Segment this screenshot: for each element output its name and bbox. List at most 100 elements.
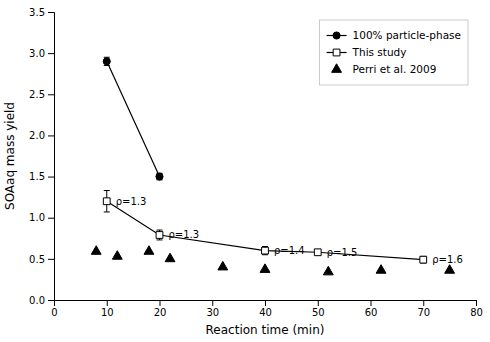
legend-item: This study <box>327 46 407 58</box>
point <box>323 266 333 275</box>
annotations: ρ=1.3 ρ=1.3 ρ=1.4 ρ=1.5 ρ=1.6 <box>116 196 463 265</box>
legend: 100% particle-phase This study Perri et al… <box>320 20 468 85</box>
tick-mark <box>265 300 266 306</box>
tick: 1.0 <box>29 212 54 223</box>
series <box>103 191 426 264</box>
point <box>260 264 270 273</box>
x-axis-title: Reaction time (min) <box>206 323 325 337</box>
error-bar <box>104 191 110 212</box>
tick: 10 <box>101 300 114 318</box>
tick-mark <box>48 259 54 260</box>
tick-mark <box>423 300 424 306</box>
error-bar <box>315 250 321 255</box>
tick: 3.0 <box>29 48 54 59</box>
axis-line <box>48 13 55 301</box>
tick-label: 0.5 <box>29 254 45 265</box>
point <box>112 251 122 260</box>
tick: 1.5 <box>29 171 54 182</box>
tick-mark <box>48 12 54 13</box>
tick-label: 60 <box>365 307 378 318</box>
tick-label: 30 <box>206 307 219 318</box>
point <box>262 247 269 254</box>
point <box>156 232 163 239</box>
error-bar <box>262 247 268 255</box>
tick-mark <box>48 177 54 178</box>
tick: 30 <box>206 300 219 318</box>
tick: 0 <box>51 300 57 318</box>
tick: 0.5 <box>29 254 54 265</box>
legend-label: Perri et al. 2009 <box>353 63 437 75</box>
legend-frame <box>320 20 468 85</box>
point <box>103 58 110 65</box>
tick-label: 3.0 <box>29 48 45 59</box>
tick-label: 40 <box>259 307 272 318</box>
error-bar <box>420 256 426 263</box>
legend-item: Perri et al. 2009 <box>332 63 437 75</box>
legend-label: This study <box>352 46 407 58</box>
line <box>107 61 160 176</box>
point <box>103 198 110 205</box>
point <box>165 253 175 262</box>
tick-label: 2.5 <box>29 89 45 100</box>
tick-label: 20 <box>154 307 167 318</box>
tick-mark <box>48 135 54 136</box>
annotation: ρ=1.3 <box>116 196 147 207</box>
annotation: ρ=1.4 <box>274 245 305 256</box>
legend-item: 100% particle-phase <box>327 29 461 41</box>
point <box>156 173 163 180</box>
tick-mark <box>318 300 319 306</box>
tick-mark <box>476 300 477 306</box>
tick-label: 80 <box>470 307 483 318</box>
tick-label: 0 <box>51 307 57 318</box>
line <box>107 201 424 259</box>
tick-mark <box>48 300 54 301</box>
tick-mark <box>48 218 54 219</box>
tick-label: 1.0 <box>29 212 45 223</box>
tick: 2.5 <box>29 89 54 100</box>
tick-label: 70 <box>417 307 430 318</box>
tick: 0.0 <box>29 295 54 306</box>
annotation: ρ=1.5 <box>327 247 358 258</box>
point <box>376 265 386 274</box>
tick-label: 0.0 <box>29 295 45 306</box>
tick-mark <box>48 53 54 54</box>
error-bar <box>157 230 163 240</box>
tick-mark <box>107 300 108 306</box>
error-bar <box>104 57 110 65</box>
y-axis-title: SOAaq mass yield <box>3 102 17 210</box>
legend-symbol <box>333 49 340 56</box>
tick: 2.0 <box>29 130 54 141</box>
tick: 40 <box>259 300 272 318</box>
tick-label: 50 <box>312 307 325 318</box>
legend-symbol <box>333 32 340 39</box>
series <box>103 57 163 180</box>
annotation: ρ=1.3 <box>169 229 200 240</box>
marks <box>91 57 454 275</box>
plot: 0 10 20 30 40 50 60 70 80 0.0 0.5 1.0 1.5 2.0 2.5 3.0 3.… <box>29 7 483 318</box>
tick-mark <box>371 300 372 306</box>
point <box>218 261 228 270</box>
tick-mark <box>48 94 54 95</box>
tick: 20 <box>154 300 167 318</box>
point <box>91 246 101 255</box>
series <box>91 246 454 275</box>
annotation: ρ=1.6 <box>432 254 463 265</box>
tick: 70 <box>417 300 430 318</box>
tick-label: 3.5 <box>29 7 45 18</box>
tick-label: 2.0 <box>29 130 45 141</box>
point <box>314 249 321 256</box>
chart: 0 10 20 30 40 50 60 70 80 0.0 0.5 1.0 1.5 2.0 2.5 3.0 3.… <box>0 0 490 342</box>
axis-line <box>55 301 477 307</box>
point <box>445 265 455 274</box>
tick: 60 <box>365 300 378 318</box>
point <box>144 246 154 255</box>
point <box>420 256 427 263</box>
tick-mark <box>160 300 161 306</box>
tick: 80 <box>470 300 483 318</box>
error-bar <box>157 173 163 180</box>
tick-label: 1.5 <box>29 171 45 182</box>
legend-label: 100% particle-phase <box>353 29 461 41</box>
tick: 3.5 <box>29 7 54 18</box>
x-axis: 0 10 20 30 40 50 60 70 80 <box>51 300 483 318</box>
legend-symbol <box>332 64 342 73</box>
